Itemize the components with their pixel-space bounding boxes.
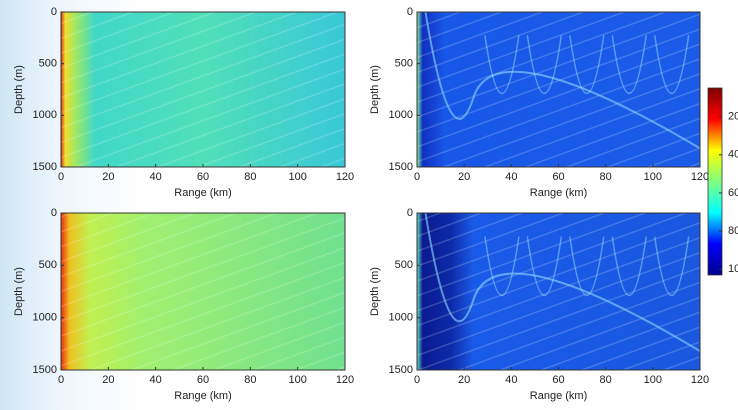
x-axis-label: Range (km) xyxy=(530,187,587,199)
ray-arch xyxy=(569,236,605,297)
colorbar-tick-label: 80 xyxy=(728,225,738,237)
x-tick-label: 0 xyxy=(58,374,64,386)
ray-arch xyxy=(526,35,563,94)
heatmap-texture xyxy=(417,213,700,370)
x-tick-label: 20 xyxy=(458,374,470,386)
x-tick-label: 120 xyxy=(336,171,354,183)
y-tick-label: 1000 xyxy=(33,312,57,324)
x-tick-label: 40 xyxy=(150,374,162,386)
x-axis-label: Range (km) xyxy=(174,390,231,402)
x-tick-label: 0 xyxy=(414,171,420,183)
y-tick-label: 1500 xyxy=(389,364,413,376)
y-tick-label: 1000 xyxy=(389,109,413,121)
ray-arch xyxy=(653,35,690,94)
y-axis-label: Depth (m) xyxy=(369,267,381,316)
x-tick-label: 40 xyxy=(150,171,162,183)
x-axis-label: Range (km) xyxy=(530,390,587,402)
x-tick-label: 80 xyxy=(600,374,612,386)
ray-arch xyxy=(653,236,690,297)
y-tick-label: 1500 xyxy=(389,161,413,173)
x-tick-label: 100 xyxy=(644,374,662,386)
x-tick-label: 60 xyxy=(552,171,564,183)
colorbar xyxy=(707,87,723,276)
x-tick-label: 40 xyxy=(505,374,517,386)
y-tick-label: 0 xyxy=(51,207,57,219)
x-tick-label: 80 xyxy=(244,171,256,183)
x-tick-label: 120 xyxy=(336,374,354,386)
heatmap-texture xyxy=(417,12,700,167)
colorbar-tick-label: 40 xyxy=(728,149,738,161)
x-tick-label: 0 xyxy=(58,171,64,183)
y-tick-label: 500 xyxy=(395,58,413,70)
x-tick-label: 120 xyxy=(691,171,709,183)
y-tick-label: 1500 xyxy=(33,364,57,376)
x-tick-label: 100 xyxy=(288,171,306,183)
y-tick-label: 500 xyxy=(39,259,57,271)
y-tick-label: 0 xyxy=(407,207,413,219)
y-tick-label: 1000 xyxy=(33,109,57,121)
heatmap-texture xyxy=(61,213,345,370)
x-tick-label: 60 xyxy=(197,171,209,183)
x-tick-label: 20 xyxy=(458,171,470,183)
ray-pattern xyxy=(424,11,701,150)
x-tick-label: 60 xyxy=(197,374,209,386)
x-tick-label: 120 xyxy=(691,374,709,386)
x-tick-label: 40 xyxy=(505,171,517,183)
x-tick-label: 80 xyxy=(600,171,612,183)
y-tick-label: 1000 xyxy=(389,312,413,324)
x-axis-label: Range (km) xyxy=(174,187,231,199)
x-tick-label: 20 xyxy=(102,171,114,183)
y-tick-label: 1500 xyxy=(33,161,57,173)
colorbar-tick-label: 20 xyxy=(728,111,738,123)
colorbar-tick-label: 60 xyxy=(728,187,738,199)
x-tick-label: 60 xyxy=(552,374,564,386)
ray-arch xyxy=(611,35,647,94)
ray-arch xyxy=(611,236,647,297)
ray-arch xyxy=(526,236,563,297)
ray-pattern xyxy=(424,212,701,353)
x-tick-label: 100 xyxy=(288,374,306,386)
ray-arch xyxy=(569,35,605,94)
ray-arch xyxy=(484,236,520,297)
y-tick-label: 0 xyxy=(51,6,57,18)
ray-arch xyxy=(484,35,520,94)
heatmap-texture xyxy=(61,12,345,167)
y-tick-label: 500 xyxy=(39,58,57,70)
y-axis-label: Depth (m) xyxy=(13,267,25,316)
y-axis-label: Depth (m) xyxy=(369,65,381,114)
x-tick-label: 0 xyxy=(414,374,420,386)
y-tick-label: 500 xyxy=(395,259,413,271)
y-axis-label: Depth (m) xyxy=(13,65,25,114)
x-tick-label: 20 xyxy=(102,374,114,386)
x-tick-label: 100 xyxy=(644,171,662,183)
x-tick-label: 80 xyxy=(244,374,256,386)
colorbar-tick-label: 100 xyxy=(728,263,738,275)
y-tick-label: 0 xyxy=(407,6,413,18)
